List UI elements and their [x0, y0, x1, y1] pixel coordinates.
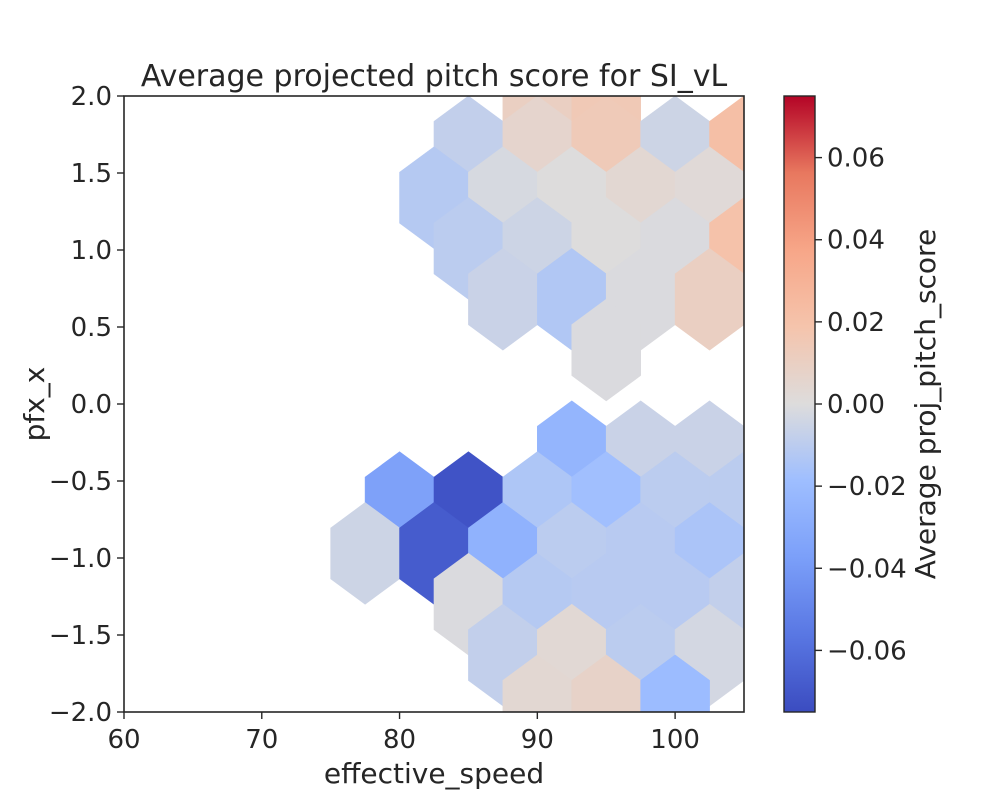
hex-cells	[330, 96, 744, 712]
y-tick-label: −1.0	[49, 544, 112, 574]
x-axis-label: effective_speed	[324, 757, 544, 790]
y-tick-label: −2.0	[49, 698, 112, 728]
x-tick-label: 80	[383, 725, 416, 755]
x-tick-label: 100	[650, 725, 700, 755]
colorbar-ticks: −0.06 −0.04 −0.02 0.00 0.02 0.04 0.06	[815, 144, 907, 666]
colorbar-tick-label: 0.04	[827, 226, 885, 256]
y-tick-label: 1.5	[71, 159, 112, 189]
y-tick-label: 0.0	[71, 390, 112, 420]
y-axis-ticks: −2.0 −1.5 −1.0 −0.5 0.0 0.5 1.0 1.5 2.0	[49, 82, 124, 728]
y-tick-label: 0.5	[71, 313, 112, 343]
colorbar-tick-label: −0.04	[827, 554, 907, 584]
colorbar-tick-label: −0.02	[827, 472, 907, 502]
colorbar-tick-label: 0.00	[827, 390, 885, 420]
x-axis-ticks: 60 70 80 90 100	[107, 712, 700, 755]
hex-cell	[640, 654, 710, 712]
hex-cell	[674, 248, 744, 351]
colorbar-label: Average proj_pitch_score	[909, 229, 942, 579]
colorbar-tick-label: −0.06	[827, 636, 907, 666]
y-tick-label: −1.5	[49, 621, 112, 651]
y-axis-label: pfx_x	[18, 367, 51, 442]
x-tick-label: 70	[245, 725, 278, 755]
y-tick-label: 1.0	[71, 236, 112, 266]
y-tick-label: −0.5	[49, 467, 112, 497]
colorbar-tick-label: 0.06	[827, 144, 885, 174]
hex-cell	[571, 298, 641, 402]
colorbar-tick-label: 0.02	[827, 308, 885, 338]
chart-title: Average projected pitch score for SI_vL	[141, 59, 728, 94]
x-tick-label: 60	[107, 725, 140, 755]
colorbar	[783, 95, 816, 713]
x-tick-label: 90	[521, 725, 554, 755]
y-tick-label: 2.0	[71, 82, 112, 112]
